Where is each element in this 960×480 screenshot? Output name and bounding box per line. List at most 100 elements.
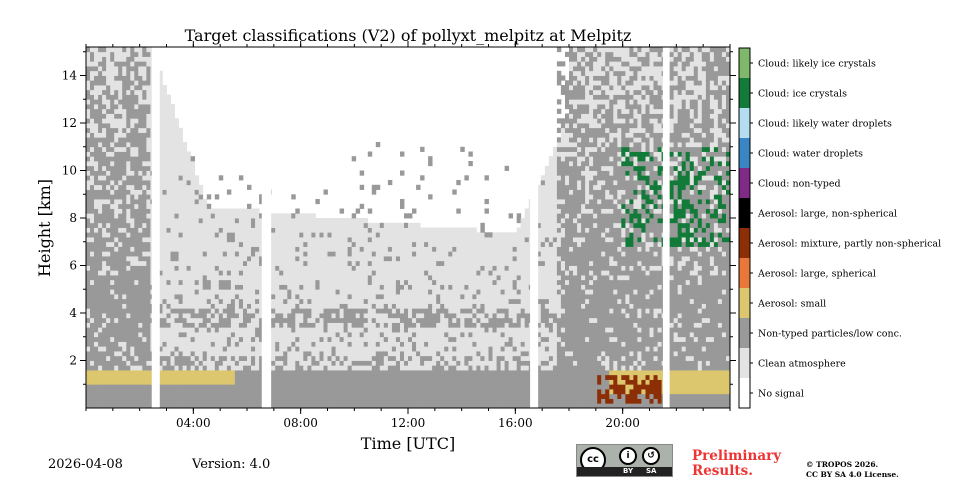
heatmap-cell (134, 80, 139, 86)
heatmap-cell (182, 308, 188, 314)
heatmap-cell (319, 270, 324, 276)
heatmap-cell (130, 256, 135, 262)
heatmap-cell (331, 370, 336, 376)
heatmap-cell (114, 303, 119, 309)
heatmap-cell (166, 218, 171, 224)
heatmap-cell (395, 346, 401, 352)
heatmap-cell (255, 246, 260, 252)
heatmap-cell (448, 379, 453, 385)
heatmap-cell (444, 398, 449, 404)
heatmap-cell (90, 303, 95, 309)
heatmap-cell (170, 165, 175, 171)
heatmap-cell (134, 218, 139, 224)
heatmap-cell (412, 222, 417, 228)
heatmap-cell (146, 194, 151, 200)
heatmap-cell (190, 194, 196, 200)
heatmap-cell (395, 246, 401, 252)
heatmap-cell (404, 279, 409, 285)
heatmap-cell (162, 393, 167, 399)
heatmap-cell (359, 237, 365, 243)
heatmap-cell (90, 237, 95, 243)
heatmap-cell (424, 393, 429, 399)
heatmap-cell (158, 256, 163, 262)
heatmap-cell (448, 284, 453, 290)
heatmap-cell (299, 317, 304, 323)
heatmap-cell (234, 294, 240, 300)
heatmap-cell (275, 265, 280, 271)
heatmap-cell (307, 374, 312, 380)
heatmap-cell (400, 346, 405, 352)
heatmap-cell (496, 393, 502, 399)
heatmap-cell (94, 218, 99, 224)
heatmap-cell (468, 251, 473, 257)
heatmap-cell (90, 322, 95, 328)
heatmap-cell (464, 284, 469, 290)
heatmap-cell (311, 256, 316, 262)
heatmap-cell (130, 393, 135, 399)
heatmap-cell (234, 365, 240, 371)
heatmap-cell (355, 246, 361, 252)
heatmap-cell (383, 270, 389, 276)
heatmap-cell (134, 260, 139, 266)
heatmap-cell (146, 184, 151, 190)
heatmap-cell (367, 370, 373, 376)
heatmap-cell (283, 227, 288, 233)
heatmap-cell (452, 298, 457, 304)
heatmap-cell (400, 374, 405, 380)
heatmap-cell (387, 374, 393, 380)
heatmap-cell (271, 284, 276, 290)
heatmap-cell (134, 203, 139, 209)
heatmap-cell (335, 246, 341, 252)
heatmap-cell (331, 351, 336, 357)
heatmap-cell (412, 355, 417, 361)
heatmap-cell (86, 284, 91, 290)
heatmap-cell (186, 294, 192, 300)
heatmap-cell (182, 156, 188, 162)
heatmap-cell (311, 332, 316, 338)
heatmap-cell (102, 70, 107, 76)
heatmap-cell (202, 241, 208, 247)
heatmap-cell (130, 379, 135, 385)
heatmap-cell (395, 284, 401, 290)
heatmap-cell (146, 51, 151, 57)
heatmap-cell (166, 322, 171, 328)
heatmap-cell (283, 393, 288, 399)
heatmap-cell (243, 384, 248, 390)
heatmap-cell (238, 279, 244, 285)
heatmap-cell (371, 384, 377, 390)
heatmap-cell (174, 403, 179, 409)
heatmap-cell (287, 374, 292, 380)
heatmap-cell (206, 279, 212, 285)
heatmap-cell (118, 194, 123, 200)
heatmap-cell (335, 256, 341, 262)
heatmap-cell (395, 260, 401, 266)
heatmap-cell (460, 241, 465, 247)
heatmap-cell (110, 260, 115, 266)
heatmap-cell (198, 241, 204, 247)
heatmap-cell (255, 322, 260, 328)
heatmap-cell (496, 327, 502, 333)
heatmap-cell (134, 66, 139, 72)
heatmap-cell (142, 227, 147, 233)
heatmap-cell (98, 279, 103, 285)
heatmap-cell (134, 47, 139, 53)
heatmap-cell (488, 256, 493, 262)
heatmap-cell (198, 246, 204, 252)
heatmap-cell (416, 303, 421, 309)
heatmap-cell (492, 251, 497, 257)
heatmap-cell (343, 298, 349, 304)
heatmap-cell (379, 355, 385, 361)
heatmap-cell (347, 260, 353, 266)
heatmap-cell (178, 137, 184, 143)
heatmap-cell (186, 379, 192, 385)
heatmap-cell (259, 403, 264, 409)
heatmap-cell (404, 346, 409, 352)
heatmap-cell (404, 232, 409, 238)
heatmap-cell (142, 118, 147, 124)
heatmap-cell (234, 256, 240, 262)
heatmap-cell (202, 275, 208, 281)
heatmap-cell (146, 256, 151, 262)
heatmap-cell (420, 341, 425, 347)
heatmap-cell (118, 227, 123, 233)
heatmap-cell (226, 374, 232, 380)
